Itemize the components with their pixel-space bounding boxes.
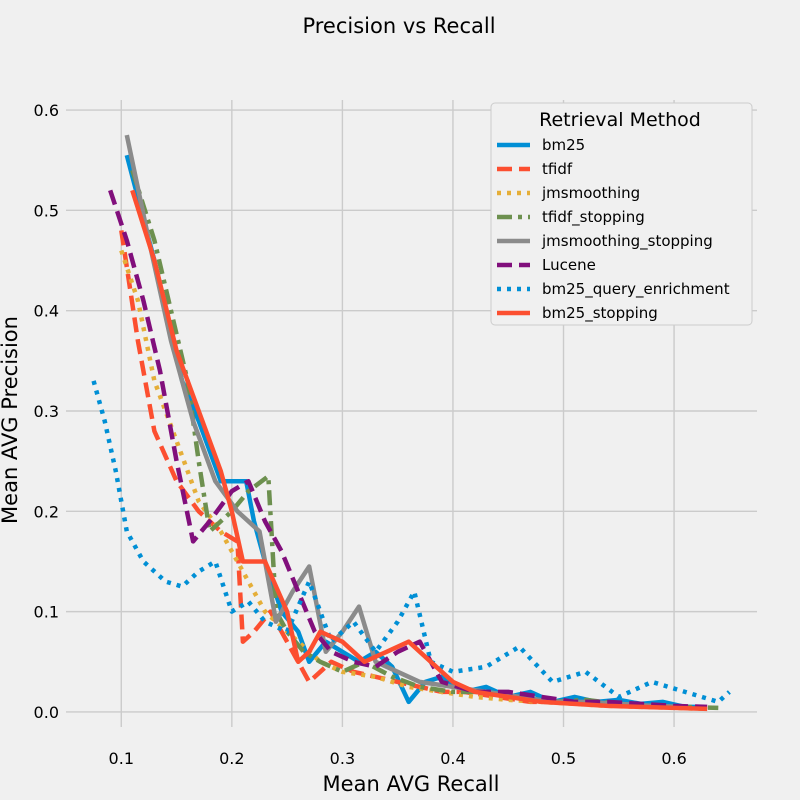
y-axis-ticks: 0.0 0.1 0.2 0.3 0.4 0.5 0.6 (34, 101, 59, 722)
legend-label: bm25_query_enrichment (542, 280, 730, 299)
y-tick-label: 0.2 (34, 502, 59, 521)
y-tick-label: 0.5 (34, 201, 59, 220)
legend-title: Retrieval Method (539, 109, 701, 131)
legend: Retrieval Method bm25 tfidf jmsmoothing tfi… (490, 102, 753, 326)
x-tick-label: 0.3 (330, 749, 355, 768)
y-tick-label: 0.6 (34, 101, 59, 120)
series-line-bm25-stopping (130, 189, 708, 712)
y-tick-label: 0.0 (34, 703, 59, 722)
x-tick-label: 0.5 (551, 749, 576, 768)
legend-label: bm25 (542, 136, 585, 154)
series-line-tfidf-stopping (130, 169, 719, 711)
x-tick-label: 0.1 (109, 749, 134, 768)
legend-label: tfidf (542, 160, 573, 178)
x-axis-label: Mean AVG Recall (323, 772, 500, 796)
x-tick-label: 0.6 (661, 749, 686, 768)
legend-label: tfidf_stopping (542, 208, 645, 227)
x-axis-ticks: 0.1 0.2 0.3 0.4 0.5 0.6 (109, 749, 687, 768)
series-line-Lucene (108, 189, 708, 710)
x-tick-label: 0.4 (440, 749, 465, 768)
x-tick-label: 0.2 (219, 749, 244, 768)
y-axis-label: Mean AVG Precision (0, 316, 22, 524)
legend-label: jmsmoothing (541, 184, 640, 202)
y-tick-label: 0.4 (34, 302, 59, 321)
legend-label: Lucene (542, 256, 596, 274)
legend-frame (490, 102, 753, 326)
series-line-bm25-query-enrichment (91, 380, 731, 705)
series-lines (91, 134, 731, 712)
legend-label: jmsmoothing_stopping (541, 232, 713, 251)
y-tick-label: 0.3 (34, 402, 59, 421)
legend-label: bm25_stopping (542, 304, 658, 323)
chart-title: Precision vs Recall (302, 14, 495, 38)
y-tick-label: 0.1 (34, 603, 59, 622)
